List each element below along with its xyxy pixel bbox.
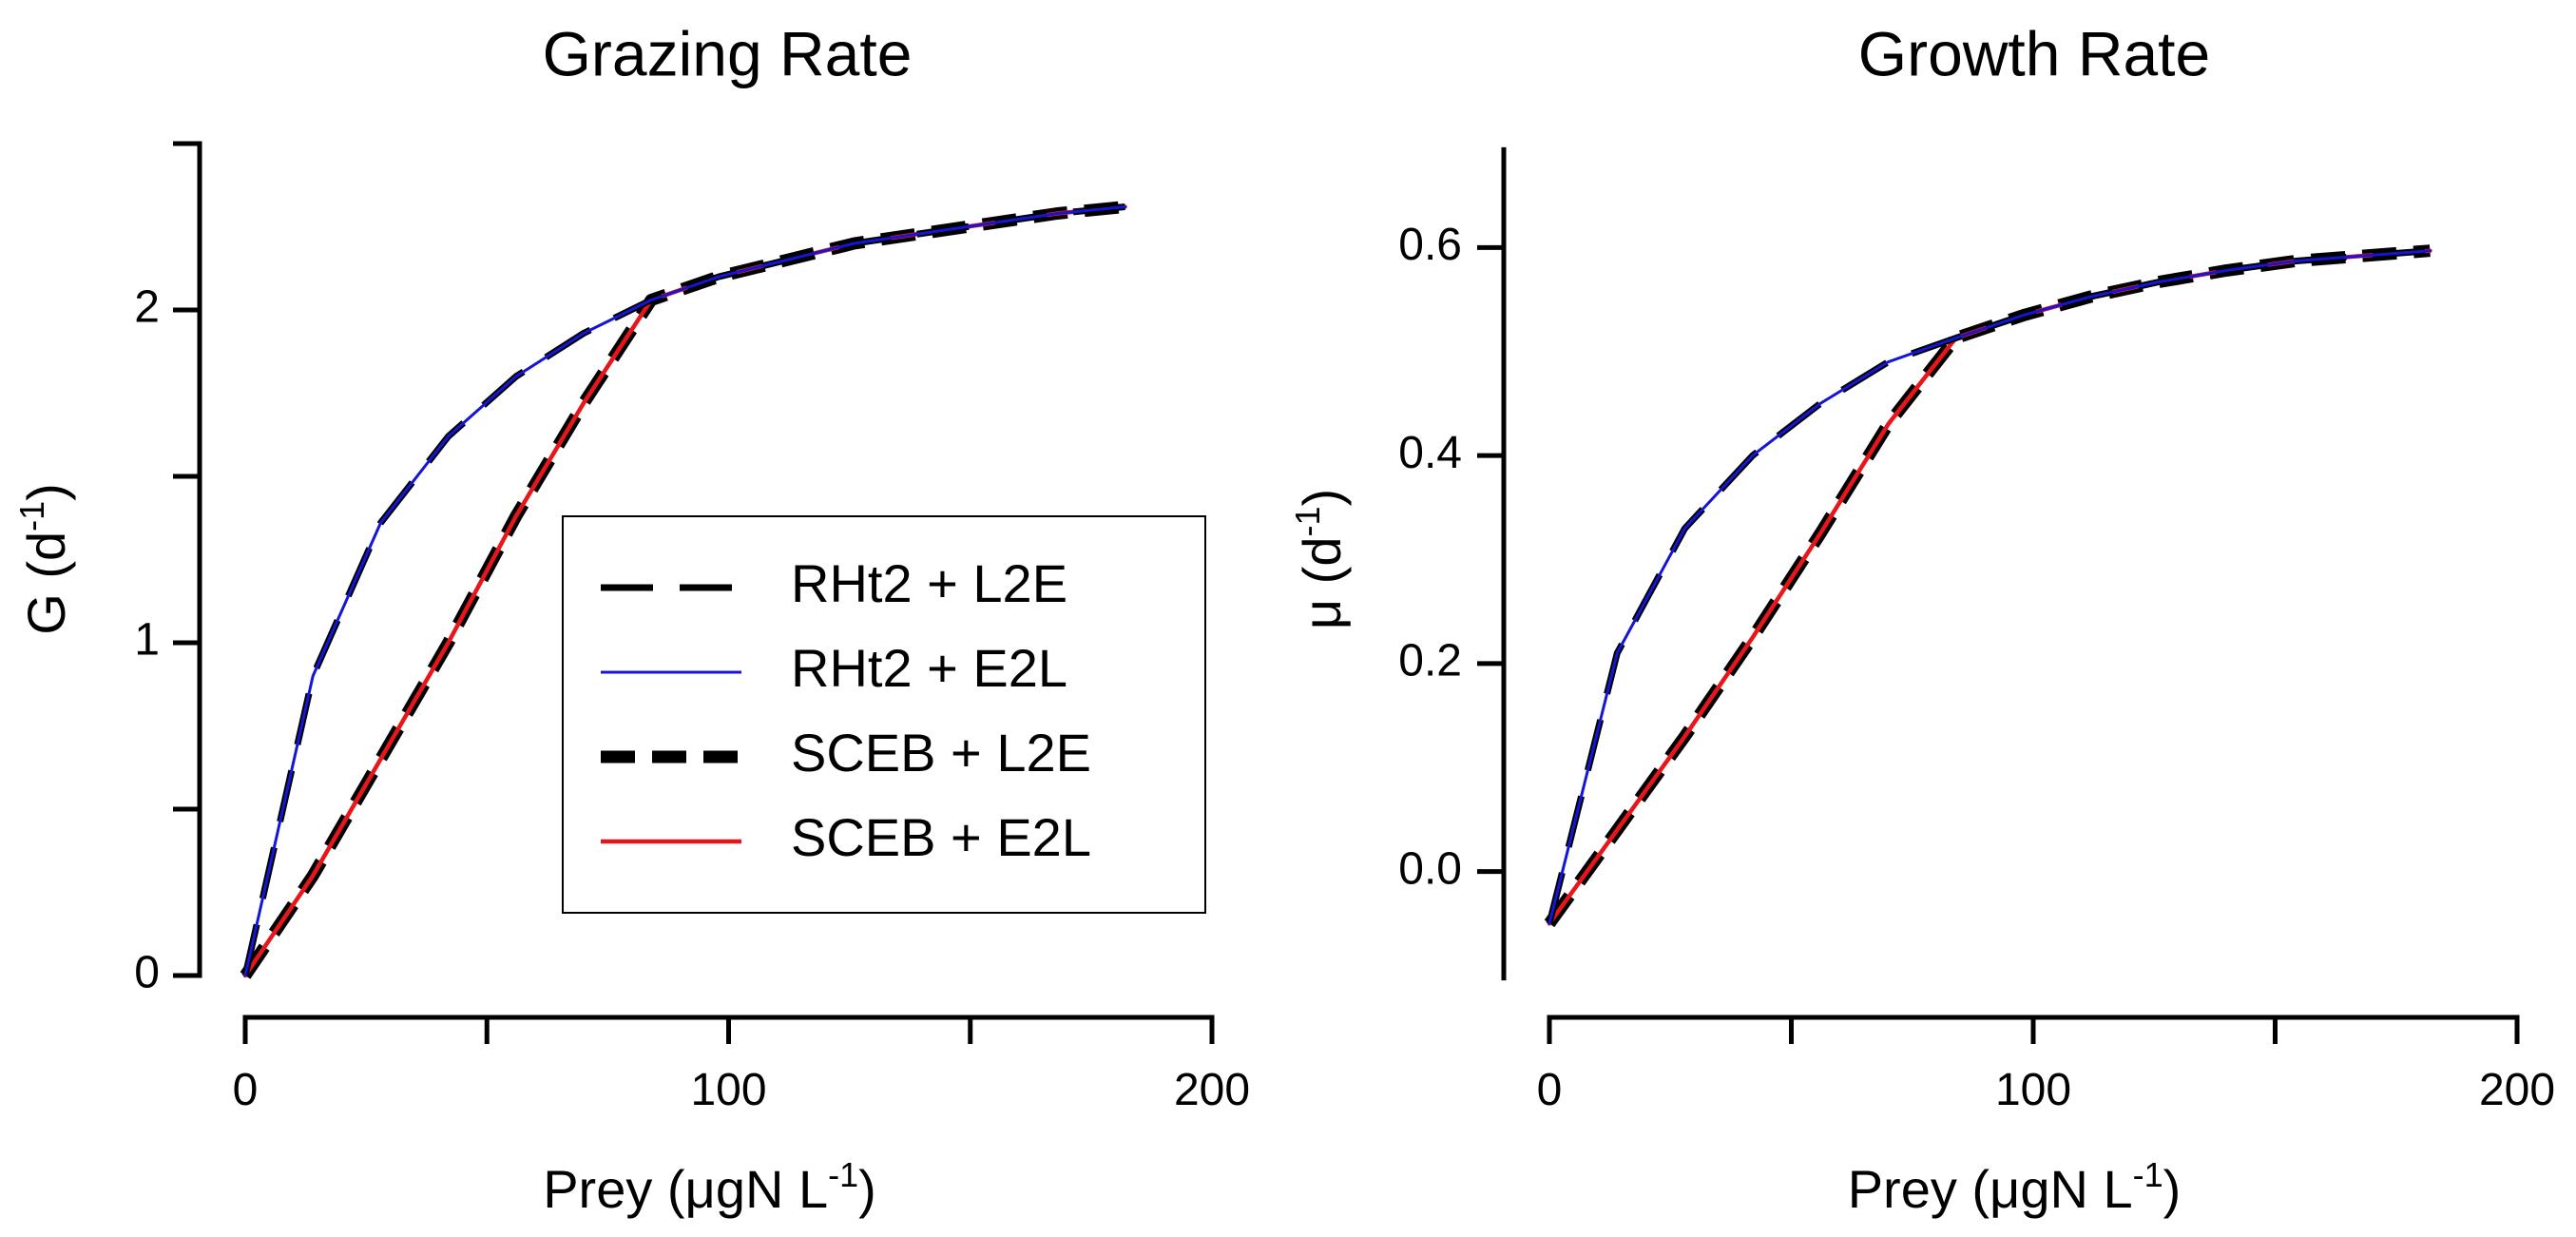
y-tick-label: 1 [134, 615, 160, 666]
legend-label: SCEB + E2L [791, 807, 1091, 867]
y-axis-title-end: ) [1292, 489, 1352, 507]
x-tick-label: 100 [1995, 1065, 2071, 1115]
y-axis-title: G (d-1) [12, 483, 76, 635]
y-tick-label: 0 [134, 948, 160, 998]
y-tick-label: 0.0 [1398, 843, 1462, 894]
x-tick-label: 100 [690, 1065, 766, 1115]
x-axis-title-end: ) [2163, 1159, 2182, 1219]
y-tick-label: 2 [134, 282, 160, 333]
x-tick-label: 0 [1537, 1065, 1563, 1115]
legend-box [562, 515, 1206, 914]
x-axis-title: Prey (μgN L-1) [1848, 1155, 2182, 1219]
x-axis-title-sup: -1 [2133, 1155, 2163, 1194]
series-line-rht2-e2l [243, 205, 1126, 977]
y-axis-title-end: ) [16, 483, 76, 501]
x-axis-title: Prey (μgN L-1) [543, 1155, 876, 1219]
panel-title: Grazing Rate [543, 18, 913, 88]
y-axis-title: μ (d-1) [1288, 489, 1352, 629]
legend-label: SCEB + L2E [791, 723, 1091, 783]
x-tick-label: 0 [233, 1065, 259, 1115]
y-axis-title-sup: -1 [12, 501, 51, 532]
series-line-sceb-l2e [1544, 244, 2431, 928]
legend-label: RHt2 + L2E [791, 553, 1067, 613]
legend-label: RHt2 + E2L [791, 638, 1067, 698]
series-line-sceb-e2l [1547, 248, 2432, 926]
y-axis-title-main: μ (d [1292, 537, 1352, 630]
x-tick-label: 200 [1174, 1065, 1250, 1115]
series-line-rht2-e2l [1548, 249, 2432, 925]
x-axis-title-main: Prey (μgN L [543, 1159, 828, 1219]
y-tick-label: 0.6 [1398, 220, 1462, 270]
y-tick-label: 0.4 [1398, 428, 1462, 478]
x-axis-title-sup: -1 [828, 1155, 858, 1194]
x-axis-title-end: ) [858, 1159, 876, 1219]
series-line-rht2-l2e [1546, 247, 2431, 925]
y-axis-title-sup: -1 [1288, 507, 1327, 537]
y-tick-label: 0.2 [1398, 636, 1462, 686]
growth-rate-panel: Growth Rate 0 100 200 0.0 0.2 0.4 0.6 Prey (μgN … [1288, 18, 2555, 1219]
x-tick-label: 200 [2479, 1065, 2555, 1115]
panel-title: Growth Rate [1858, 18, 2210, 88]
x-axis-title-main: Prey (μgN L [1848, 1159, 2133, 1219]
y-axis-title-main: G (d [16, 532, 76, 635]
